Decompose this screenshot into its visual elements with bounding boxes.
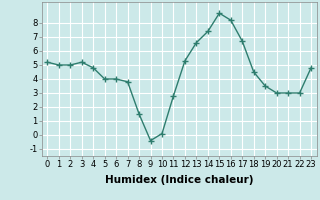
X-axis label: Humidex (Indice chaleur): Humidex (Indice chaleur) (105, 175, 253, 185)
